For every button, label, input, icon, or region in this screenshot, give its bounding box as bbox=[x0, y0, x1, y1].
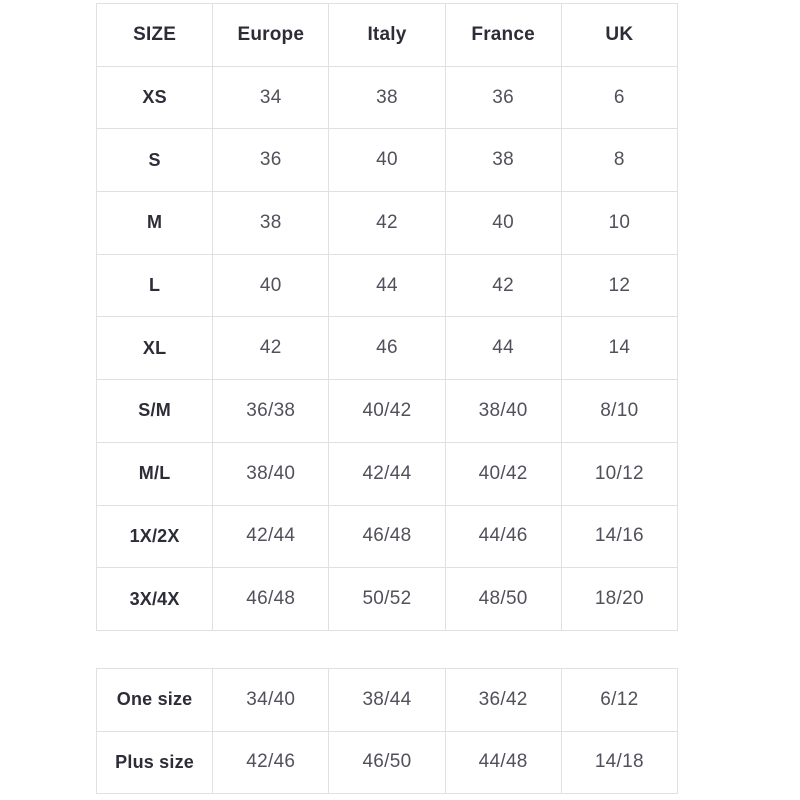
size-value-cell: 34/40 bbox=[212, 667, 330, 732]
size-label-cell: M bbox=[95, 191, 214, 255]
column-header-italy: Italy bbox=[328, 3, 446, 67]
table-row: Plus size 42/46 46/50 44/48 14/18 bbox=[95, 730, 678, 795]
table-row: M/L 38/40 42/44 40/42 10/12 bbox=[95, 441, 678, 506]
size-label-cell: S/M bbox=[95, 379, 214, 443]
size-value-cell: 8/10 bbox=[560, 379, 678, 443]
size-label-cell: M/L bbox=[95, 441, 214, 506]
size-label-cell: One size bbox=[95, 667, 214, 732]
column-header-uk: UK bbox=[560, 3, 678, 67]
size-value-cell: 44 bbox=[328, 253, 446, 318]
size-value-cell: 40/42 bbox=[328, 379, 446, 443]
header-row: SIZE Europe Italy France UK bbox=[95, 3, 678, 67]
size-value-cell: 40/42 bbox=[444, 441, 562, 506]
table-row: L 40 44 42 12 bbox=[95, 253, 678, 318]
size-value-cell: 46/48 bbox=[212, 567, 330, 631]
size-value-cell: 40 bbox=[212, 253, 330, 318]
table-row: S 36 40 38 8 bbox=[95, 128, 678, 193]
size-value-cell: 34 bbox=[212, 65, 330, 130]
tables-wrap: SIZE Europe Italy France UK XS 34 38 36 … bbox=[95, 3, 678, 795]
size-value-cell: 10/12 bbox=[560, 441, 678, 506]
table-row: XS 34 38 36 6 bbox=[95, 65, 678, 130]
column-header-size: SIZE bbox=[95, 3, 214, 67]
special-sizes-table: One size 34/40 38/44 36/42 6/12 Plus siz… bbox=[95, 667, 678, 795]
table-row: One size 34/40 38/44 36/42 6/12 bbox=[95, 667, 678, 732]
size-value-cell: 44 bbox=[444, 316, 562, 381]
table-row: S/M 36/38 40/42 38/40 8/10 bbox=[95, 379, 678, 443]
size-value-cell: 46/48 bbox=[328, 504, 446, 569]
size-value-cell: 38/40 bbox=[444, 379, 562, 443]
size-label-cell: XL bbox=[95, 316, 214, 381]
size-label-cell: 3X/4X bbox=[95, 567, 214, 631]
size-value-cell: 14/18 bbox=[560, 730, 678, 795]
size-value-cell: 36 bbox=[212, 128, 330, 193]
column-header-france: France bbox=[444, 3, 562, 67]
size-value-cell: 42/46 bbox=[212, 730, 330, 795]
size-value-cell: 40 bbox=[328, 128, 446, 193]
size-value-cell: 10 bbox=[560, 191, 678, 255]
size-value-cell: 42/44 bbox=[212, 504, 330, 569]
size-label-cell: 1X/2X bbox=[95, 504, 214, 569]
size-value-cell: 42 bbox=[212, 316, 330, 381]
size-value-cell: 46/50 bbox=[328, 730, 446, 795]
size-value-cell: 14 bbox=[560, 316, 678, 381]
column-header-europe: Europe bbox=[212, 3, 330, 67]
size-label-cell: Plus size bbox=[95, 730, 214, 795]
size-value-cell: 36/42 bbox=[444, 667, 562, 732]
size-value-cell: 48/50 bbox=[444, 567, 562, 631]
size-value-cell: 12 bbox=[560, 253, 678, 318]
size-label-cell: XS bbox=[95, 65, 214, 130]
size-value-cell: 42 bbox=[328, 191, 446, 255]
size-label-cell: L bbox=[95, 253, 214, 318]
size-value-cell: 42/44 bbox=[328, 441, 446, 506]
size-value-cell: 14/16 bbox=[560, 504, 678, 569]
size-value-cell: 36 bbox=[444, 65, 562, 130]
size-value-cell: 38/40 bbox=[212, 441, 330, 506]
table-row: 1X/2X 42/44 46/48 44/46 14/16 bbox=[95, 504, 678, 569]
size-value-cell: 6/12 bbox=[560, 667, 678, 732]
size-value-cell: 44/48 bbox=[444, 730, 562, 795]
size-value-cell: 44/46 bbox=[444, 504, 562, 569]
size-value-cell: 40 bbox=[444, 191, 562, 255]
size-value-cell: 46 bbox=[328, 316, 446, 381]
size-value-cell: 38 bbox=[328, 65, 446, 130]
size-value-cell: 36/38 bbox=[212, 379, 330, 443]
size-value-cell: 50/52 bbox=[328, 567, 446, 631]
table-row: M 38 42 40 10 bbox=[95, 191, 678, 255]
size-value-cell: 8 bbox=[560, 128, 678, 193]
table-row: XL 42 46 44 14 bbox=[95, 316, 678, 381]
table-row: 3X/4X 46/48 50/52 48/50 18/20 bbox=[95, 567, 678, 631]
size-value-cell: 6 bbox=[560, 65, 678, 130]
size-value-cell: 38 bbox=[212, 191, 330, 255]
size-label-cell: S bbox=[95, 128, 214, 193]
size-value-cell: 38 bbox=[444, 128, 562, 193]
size-value-cell: 38/44 bbox=[328, 667, 446, 732]
size-value-cell: 42 bbox=[444, 253, 562, 318]
size-value-cell: 18/20 bbox=[560, 567, 678, 631]
size-conversion-table: SIZE Europe Italy France UK XS 34 38 36 … bbox=[95, 3, 678, 631]
table-gap bbox=[96, 631, 678, 668]
